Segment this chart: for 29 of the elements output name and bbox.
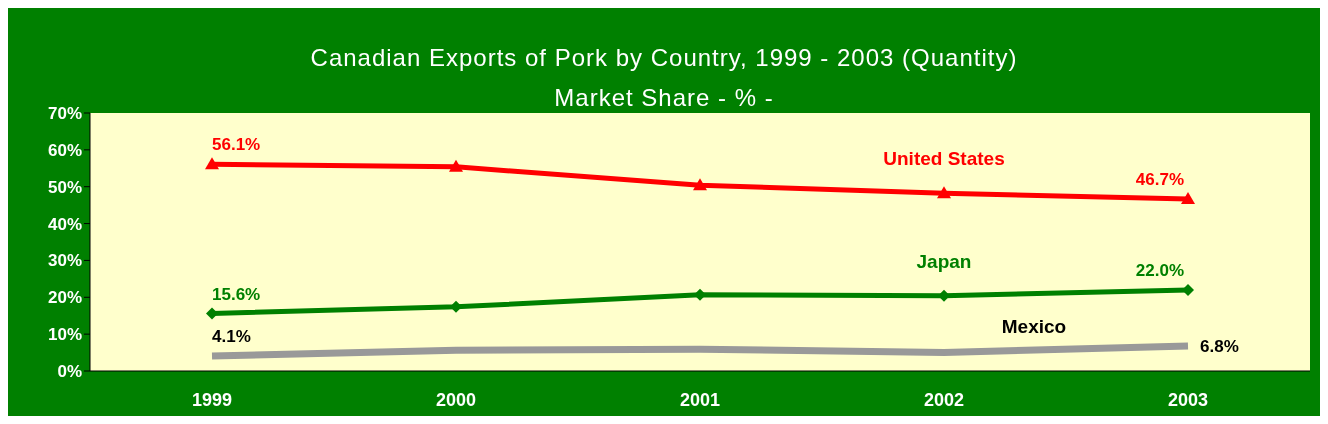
point — [1181, 191, 1195, 204]
point — [937, 186, 951, 199]
point — [693, 178, 707, 191]
series-label: Mexico — [1001, 315, 1067, 337]
data-label: 15.6% — [212, 284, 261, 304]
y-tick-label: 0% — [57, 362, 82, 382]
data-label: 56.1% — [212, 135, 261, 155]
x-tick-label: 2001 — [679, 389, 721, 410]
y-tick-label: 50% — [47, 177, 82, 197]
y-tick-label: 60% — [47, 140, 82, 160]
x-tick-label: 2003 — [1167, 389, 1209, 410]
data-label: 22.0% — [1135, 260, 1184, 280]
point — [205, 157, 219, 170]
data-label: 46.7% — [1135, 169, 1184, 189]
y-tick-label: 70% — [47, 104, 82, 124]
x-tick-label: 1999 — [191, 389, 233, 410]
x-tick-label: 2000 — [435, 389, 477, 410]
data-label: 4.1% — [212, 326, 251, 346]
y-tick-label: 20% — [47, 288, 82, 308]
point — [449, 159, 463, 172]
y-tick-label: 10% — [47, 325, 82, 345]
chart-title: Canadian Exports of Pork by Country, 1999 - 2003 (Quantity) — [309, 44, 1019, 72]
series-label: Japan — [916, 250, 972, 272]
x-tick-label: 2002 — [923, 389, 965, 410]
chart-subtitle: Market Share - % - — [554, 84, 774, 111]
series-label: United States — [883, 148, 1005, 170]
data-label: 6.8% — [1200, 336, 1239, 356]
y-tick-label: 30% — [47, 251, 82, 271]
y-tick-label: 40% — [47, 214, 82, 234]
